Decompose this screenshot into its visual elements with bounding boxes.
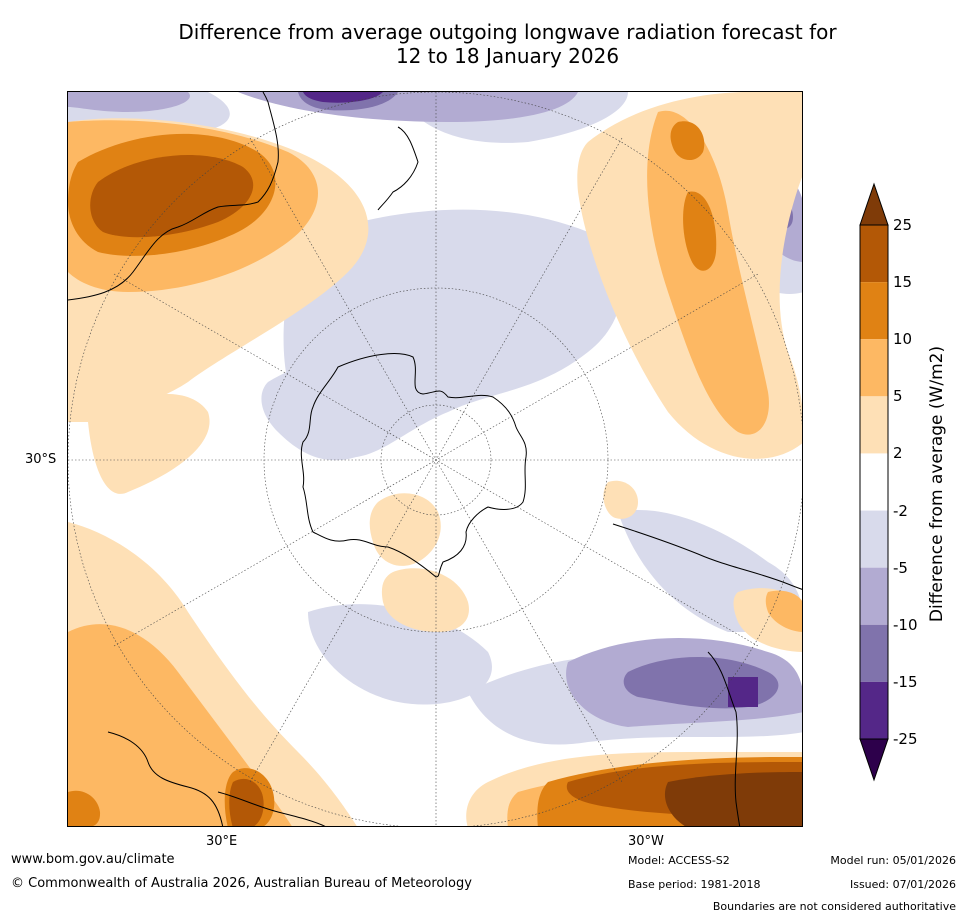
anomaly-region-strong-positive: [683, 191, 717, 271]
colorbar-tick-label: 2: [893, 444, 903, 463]
longitude-label-30w: 30°W: [628, 834, 664, 849]
anomaly-map: [67, 91, 803, 827]
anomaly-region-strong-positive: [68, 790, 101, 826]
longitude-label-30e: 30°E: [206, 834, 238, 849]
meridian-line: [113, 273, 759, 647]
anomaly-region-moderate-positive: [765, 590, 802, 632]
south-america-coastline: [612, 523, 802, 590]
colorbar-tick-label: -15: [893, 672, 918, 691]
colorbar-bin: [860, 282, 888, 340]
anomaly-region-slight-positive: [88, 393, 210, 494]
south-america-coastline: [707, 651, 741, 826]
colorbar-over-arrow: [859, 182, 889, 226]
colorbar-bin: [860, 453, 888, 511]
colorbar-under-arrow: [859, 738, 889, 782]
anomaly-region-extreme-positive: [664, 772, 802, 826]
anomaly-region-moderate-negative: [68, 92, 190, 112]
footer-model: Model: ACCESS-S2: [628, 854, 730, 867]
antarctica-coastline: [300, 353, 527, 578]
colorbar-bin: [860, 567, 888, 625]
africa-coastline: [217, 791, 326, 826]
footer-copyright: © Commonwealth of Australia 2026, Austra…: [11, 876, 472, 891]
colorbar-title: Difference from average (W/m2): [927, 345, 947, 623]
anomaly-region-very-strong-negative: [303, 92, 383, 103]
map-title: Difference from average outgoing longwav…: [0, 20, 965, 68]
anomaly-region-very-strong-negative: [728, 677, 758, 707]
map-canvas: [68, 92, 802, 826]
footer-issued: Issued: 07/01/2026: [849, 878, 956, 891]
colorbar-tick-label: 25: [893, 216, 913, 234]
colorbar-tick-label: -25: [893, 730, 918, 748]
africa-coastline: [107, 731, 224, 826]
title-line-1: Difference from average outgoing longwav…: [178, 20, 837, 44]
colorbar-bin: [860, 225, 888, 283]
colorbar-tick-label: -10: [893, 615, 918, 634]
anomaly-region-slight-positive: [369, 493, 441, 566]
title-line-2: 12 to 18 January 2026: [395, 44, 620, 68]
coastlines: [68, 92, 802, 826]
footer-url[interactable]: www.bom.gov.au/climate: [11, 852, 175, 867]
anomaly-region-very-strong-positive: [90, 155, 254, 238]
colorbar-tick-label: -2: [893, 501, 908, 520]
anomaly-region-slight-positive: [603, 480, 638, 519]
colorbar-bin: [860, 510, 888, 568]
colorbar-bin: [860, 624, 888, 682]
anomaly-region-very-strong-positive: [229, 778, 264, 826]
new-zealand-coastline: [377, 126, 419, 211]
colorbar-bin: [860, 396, 888, 454]
footer-disclaimer: Boundaries are not considered authoritat…: [712, 900, 956, 913]
colorbar-bin: [860, 339, 888, 397]
colorbar: [859, 182, 889, 782]
footer-base-period: Base period: 1981-2018: [628, 878, 761, 891]
colorbar-tick-label: 15: [893, 273, 913, 292]
colorbar-tick-label: 10: [893, 330, 913, 349]
australia-coastline: [68, 92, 279, 301]
colorbar-tick-label: 5: [893, 387, 903, 406]
anomaly-region-slight-positive: [381, 568, 469, 632]
latitude-label-30s: 30°S: [25, 452, 57, 467]
colorbar-bin: [860, 681, 888, 739]
footer-model-run: Model run: 05/01/2026: [830, 854, 956, 867]
anomaly-region-strong-positive: [670, 121, 705, 161]
graticule: [68, 92, 802, 826]
anomaly-region-moderate-positive: [647, 110, 769, 435]
colorbar-frame: [859, 224, 889, 740]
colorbar-tick-label: -5: [893, 558, 908, 577]
